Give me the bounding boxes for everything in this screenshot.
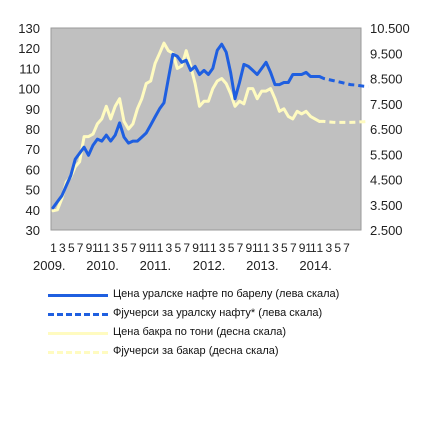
x-month-tick-label: 11 xyxy=(145,241,157,255)
y-left-tick-label: 90 xyxy=(26,102,40,117)
x-year-label: 2012. xyxy=(193,258,226,273)
legend-label-copper-price: Цена бакра по тони (десна скала) xyxy=(113,326,287,338)
x-month-tick-label: 1 xyxy=(210,241,217,255)
x-month-tick-label: 9 xyxy=(86,241,93,255)
x-month-tick-label: 3 xyxy=(112,241,119,255)
y-left-tick-label: 70 xyxy=(26,142,40,157)
x-month-tick-label: 11 xyxy=(199,241,211,255)
series-group xyxy=(51,41,369,213)
x-month-tick-label: 9 xyxy=(139,241,146,255)
x-month-tick-label: 7 xyxy=(77,241,84,255)
legend-label-copper-futures: Фјучерси за бакар (десна скала) xyxy=(113,345,279,357)
y-left-tick-label: 30 xyxy=(26,223,40,238)
x-month-tick-label: 5 xyxy=(334,241,341,255)
chart: 30 40 50 60 70 80 90 100 110 120 130 2.500 3.500 4.5… xyxy=(18,21,410,273)
y-right-tick-label: 10.500 xyxy=(370,21,410,36)
legend-item-urals-futures: Фјучерси за уралску нафту* (лева скала) xyxy=(48,307,428,325)
plot-area xyxy=(50,27,362,231)
x-month-tick-label: 3 xyxy=(219,241,226,255)
x-month-tick-label: 7 xyxy=(130,241,137,255)
x-month-tick-label: 5 xyxy=(281,241,288,255)
y-left-tick-label: 100 xyxy=(18,82,40,97)
y-axis-right: 2.500 3.500 4.500 5.500 6.500 7.500 8.500 9.500… xyxy=(370,21,410,238)
x-month-tick-label: 3 xyxy=(325,241,332,255)
x-month-tick-label: 3 xyxy=(59,241,66,255)
x-month-tick-label: 1 xyxy=(50,241,57,255)
y-left-tick-label: 60 xyxy=(26,162,40,177)
x-month-tick-label: 3 xyxy=(166,241,173,255)
y-right-tick-label: 6.500 xyxy=(370,122,403,137)
x-month-tick-label: 5 xyxy=(68,241,75,255)
x-month-tick-label: 5 xyxy=(174,241,181,255)
y-left-tick-label: 130 xyxy=(18,21,40,36)
legend-item-urals-price: Цена уралске нафте по барелу (лева скала… xyxy=(48,288,428,306)
y-axis-left: 30 40 50 60 70 80 90 100 110 120 130 xyxy=(18,21,40,238)
x-month-tick-label: 9 xyxy=(246,241,253,255)
y-right-tick-label: 7.500 xyxy=(370,97,403,112)
legend-swatch-urals-futures xyxy=(48,313,108,316)
y-right-tick-label: 4.500 xyxy=(370,173,403,188)
x-month-tick-label: 9 xyxy=(192,241,199,255)
x-month-tick-label: 1 xyxy=(317,241,324,255)
legend: Цена уралске нафте по барелу (лева скала… xyxy=(48,288,428,364)
y-left-tick-label: 80 xyxy=(26,122,40,137)
x-axis-month-ticks: 1 3 5 7 9 11 1 3 5 7 9 11 1 3 5 7 9 11 1 3 5 7 9 11 1 3 5 7 9 11 1 3 5 7 xyxy=(50,241,351,255)
x-month-tick-label: 7 xyxy=(343,241,350,255)
y-left-tick-label: 120 xyxy=(18,41,40,56)
y-right-tick-label: 9.500 xyxy=(370,46,403,61)
y-left-tick-label: 50 xyxy=(26,183,40,198)
legend-item-copper-price: Цена бакра по тони (десна скала) xyxy=(48,326,428,344)
y-left-tick-label: 110 xyxy=(19,61,40,76)
series-urals-futures-line xyxy=(318,75,369,89)
y-right-tick-label: 2.500 xyxy=(370,223,403,238)
legend-label-urals-price: Цена уралске нафте по барелу (лева скала… xyxy=(113,288,340,300)
x-month-tick-label: 5 xyxy=(121,241,128,255)
legend-item-copper-futures: Фјучерси за бакар (десна скала) xyxy=(48,345,428,363)
legend-label-urals-futures: Фјучерси за уралску нафту* (лева скала) xyxy=(113,307,323,319)
x-month-tick-label: 11 xyxy=(305,241,317,255)
x-year-label: 2011. xyxy=(140,258,172,273)
x-month-tick-label: 7 xyxy=(237,241,244,255)
legend-swatch-urals-price xyxy=(48,294,108,297)
x-year-label: 2010. xyxy=(86,258,119,273)
x-year-label: 2014. xyxy=(299,258,332,273)
y-right-tick-label: 3.500 xyxy=(370,198,403,213)
series-copper-price-line xyxy=(51,41,321,213)
y-right-tick-label: 8.500 xyxy=(370,72,403,87)
x-month-tick-label: 11 xyxy=(252,241,264,255)
y-left-tick-label: 40 xyxy=(26,203,40,218)
x-month-tick-label: 11 xyxy=(92,241,104,255)
legend-swatch-copper-price xyxy=(48,332,108,335)
x-month-tick-label: 7 xyxy=(183,241,190,255)
x-month-tick-label: 5 xyxy=(228,241,235,255)
legend-swatch-copper-futures xyxy=(48,351,108,354)
x-month-tick-label: 9 xyxy=(299,241,306,255)
x-year-label: 2013. xyxy=(246,258,279,273)
series-copper-futures-line xyxy=(319,119,369,124)
x-month-tick-label: 1 xyxy=(263,241,270,255)
x-month-tick-label: 1 xyxy=(103,241,110,255)
y-right-tick-label: 5.500 xyxy=(370,147,403,162)
x-month-tick-label: 3 xyxy=(272,241,279,255)
x-year-label: 2009. xyxy=(33,258,66,273)
x-month-tick-label: 1 xyxy=(157,241,164,255)
x-month-tick-label: 7 xyxy=(290,241,297,255)
series-urals-price-line xyxy=(51,42,321,210)
x-axis-year-labels: 2009. 2010. 2011. 2012. 2013. 2014. xyxy=(33,258,332,273)
